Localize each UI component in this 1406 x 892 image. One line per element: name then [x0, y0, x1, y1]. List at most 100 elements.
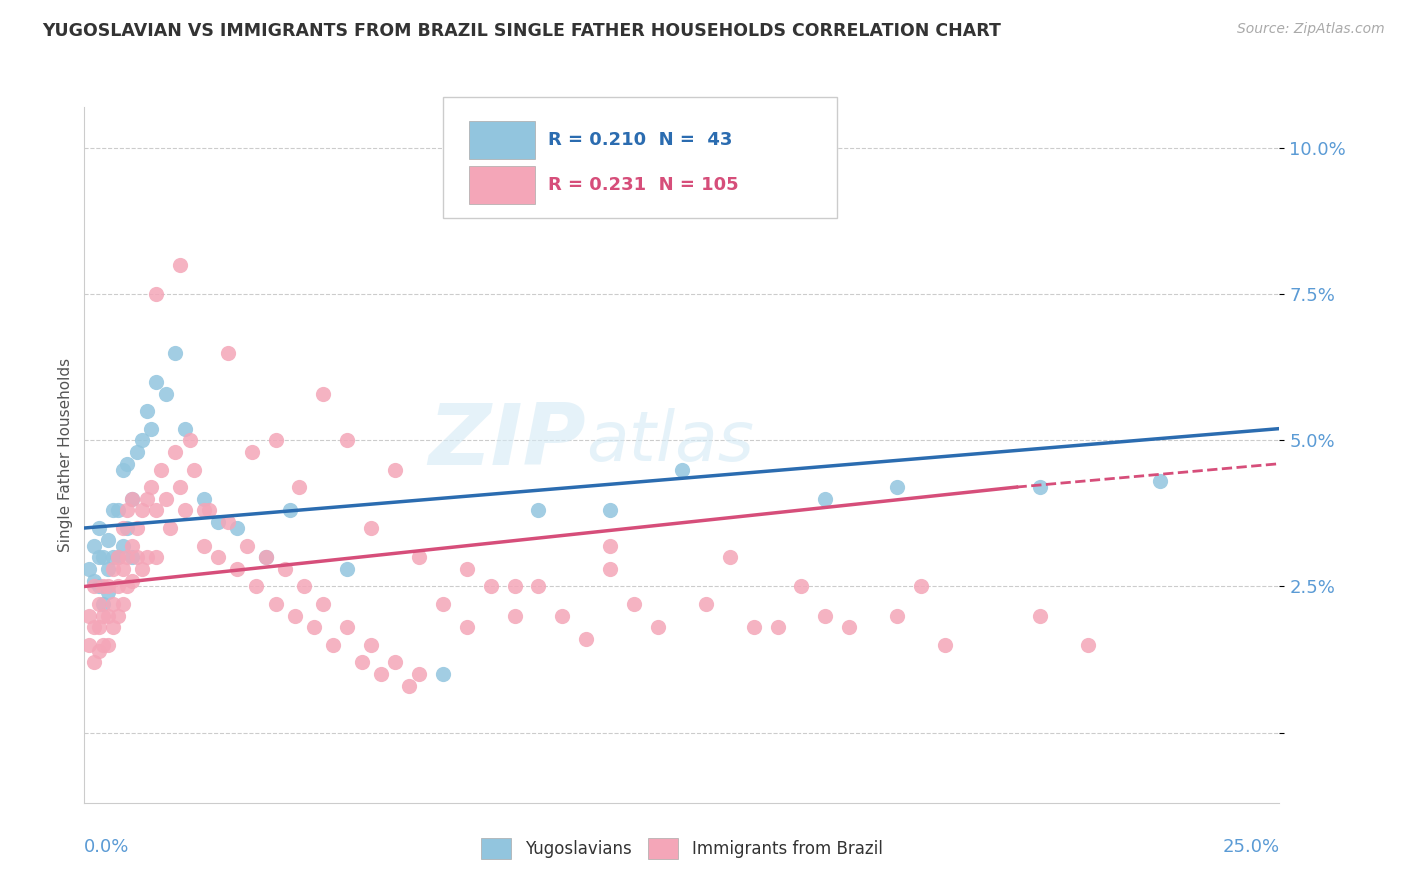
Text: atlas: atlas: [586, 408, 754, 475]
Point: [886, 608, 908, 623]
Point: [527, 503, 550, 517]
Point: [292, 579, 315, 593]
Point: [226, 562, 249, 576]
Point: [370, 667, 392, 681]
Point: [121, 574, 143, 588]
Point: [886, 480, 908, 494]
Point: [718, 550, 741, 565]
Point: [312, 597, 335, 611]
Point: [155, 491, 177, 506]
Point: [838, 620, 860, 634]
Point: [135, 404, 157, 418]
Point: [245, 579, 267, 593]
Point: [360, 638, 382, 652]
Point: [193, 491, 215, 506]
Point: [503, 579, 526, 593]
Point: [671, 462, 693, 476]
Point: [87, 620, 110, 634]
Point: [111, 562, 134, 576]
Point: [111, 462, 134, 476]
Point: [101, 550, 124, 565]
Point: [93, 638, 115, 652]
Point: [97, 579, 120, 593]
Point: [111, 521, 134, 535]
Point: [107, 579, 129, 593]
Point: [149, 462, 172, 476]
Point: [398, 679, 420, 693]
Point: [97, 533, 120, 547]
Point: [111, 539, 134, 553]
Point: [97, 638, 120, 652]
Point: [254, 550, 277, 565]
FancyBboxPatch shape: [470, 121, 534, 159]
Point: [101, 620, 124, 634]
Point: [814, 491, 837, 506]
Point: [934, 638, 956, 652]
Point: [93, 597, 115, 611]
Point: [264, 434, 287, 448]
Point: [456, 562, 478, 576]
Point: [1029, 608, 1052, 623]
Point: [111, 597, 134, 611]
Point: [527, 579, 550, 593]
Point: [790, 579, 813, 593]
Point: [193, 539, 215, 553]
Point: [87, 644, 110, 658]
Point: [121, 539, 143, 553]
Point: [117, 457, 139, 471]
Point: [910, 579, 932, 593]
Point: [623, 597, 645, 611]
Point: [125, 445, 148, 459]
Text: YUGOSLAVIAN VS IMMIGRANTS FROM BRAZIL SINGLE FATHER HOUSEHOLDS CORRELATION CHART: YUGOSLAVIAN VS IMMIGRANTS FROM BRAZIL SI…: [42, 22, 1001, 40]
Point: [599, 539, 621, 553]
Point: [173, 503, 195, 517]
Point: [169, 480, 191, 494]
Point: [77, 562, 100, 576]
Point: [408, 550, 430, 565]
Point: [83, 620, 105, 634]
Point: [145, 550, 167, 565]
Point: [141, 480, 163, 494]
Point: [169, 258, 191, 272]
Point: [145, 375, 167, 389]
Text: R = 0.231  N = 105: R = 0.231 N = 105: [548, 176, 738, 194]
Point: [87, 579, 110, 593]
Point: [695, 597, 717, 611]
Point: [131, 503, 153, 517]
Point: [117, 503, 139, 517]
Point: [121, 491, 143, 506]
Text: 25.0%: 25.0%: [1222, 838, 1279, 855]
Point: [814, 608, 837, 623]
Point: [599, 562, 621, 576]
Point: [1149, 474, 1171, 488]
Point: [93, 579, 115, 593]
Point: [207, 550, 229, 565]
Point: [135, 550, 157, 565]
Point: [456, 620, 478, 634]
Point: [101, 562, 124, 576]
Point: [83, 656, 105, 670]
Point: [360, 521, 382, 535]
Point: [179, 434, 201, 448]
Point: [336, 562, 359, 576]
Point: [350, 656, 373, 670]
Point: [107, 503, 129, 517]
Point: [83, 579, 105, 593]
Point: [97, 562, 120, 576]
Point: [384, 656, 406, 670]
Point: [236, 539, 259, 553]
Point: [117, 521, 139, 535]
Point: [125, 550, 148, 565]
Point: [97, 608, 120, 623]
Point: [117, 550, 139, 565]
Point: [479, 579, 502, 593]
Text: ZIP: ZIP: [429, 400, 586, 483]
Point: [322, 638, 344, 652]
Point: [217, 515, 239, 529]
Point: [284, 608, 307, 623]
Point: [384, 462, 406, 476]
Point: [432, 597, 454, 611]
Point: [125, 521, 148, 535]
Point: [131, 434, 153, 448]
Point: [599, 503, 621, 517]
